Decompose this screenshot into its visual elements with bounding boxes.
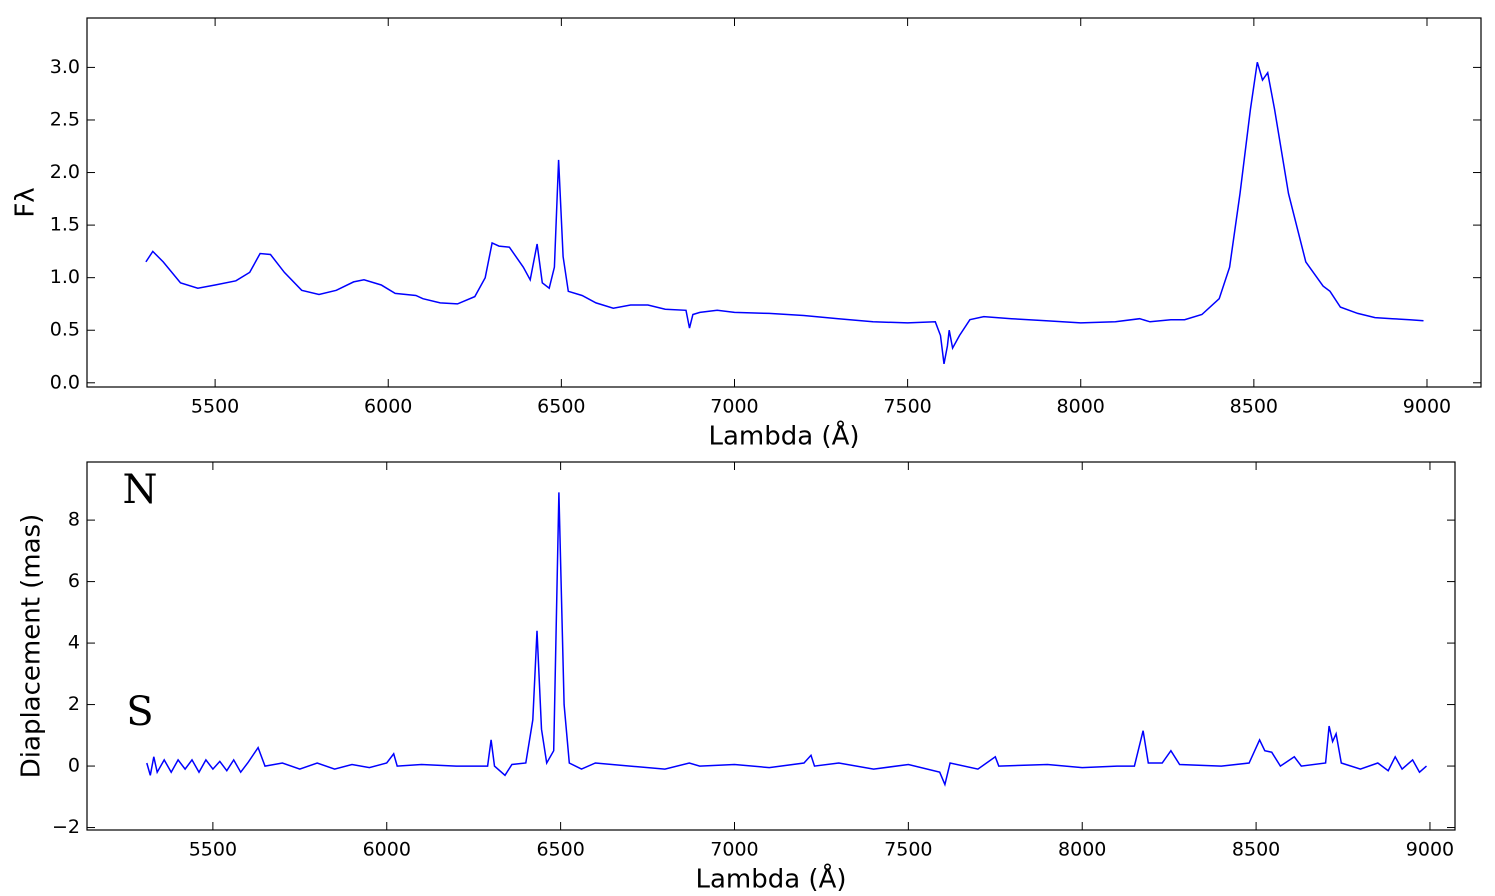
y-axis-label: Fλ (11, 187, 41, 217)
x-axis-label: Lambda (Å) (695, 863, 846, 895)
y-tick-label: 2 (68, 693, 80, 715)
x-tick-label: 8500 (1230, 396, 1278, 418)
x-tick-label: 8000 (1058, 839, 1106, 861)
y-tick-label: 8 (68, 509, 80, 531)
axes-frame (86, 17, 1482, 388)
y-axis-label: Diaplacement (mas) (17, 514, 47, 778)
annotation: N (123, 467, 158, 513)
y-tick-label: 1.0 (50, 266, 80, 288)
x-tick-label: 8000 (1057, 396, 1105, 418)
x-tick-label: 9000 (1403, 396, 1451, 418)
spectrum-line (146, 492, 1427, 787)
x-tick-label: 6000 (363, 839, 411, 861)
x-tick-label: 6000 (364, 396, 412, 418)
y-tick-label: 3.0 (50, 56, 80, 78)
x-tick-label: 8500 (1232, 839, 1280, 861)
spectrum-line (145, 61, 1424, 365)
x-tick-label: 7000 (710, 396, 758, 418)
x-tick-label: 5500 (189, 839, 237, 861)
x-axis-label: Lambda (Å) (708, 420, 859, 452)
x-tick-label: 7500 (883, 396, 931, 418)
x-tick-label: 7500 (884, 839, 932, 861)
annotation: S (126, 689, 153, 735)
y-tick-label: 2.0 (50, 161, 80, 183)
y-tick-label: 2.5 (50, 108, 80, 130)
axes-frame (86, 461, 1456, 831)
x-tick-label: 5500 (191, 396, 239, 418)
y-tick-label: −2 (52, 816, 80, 838)
x-tick-label: 6500 (536, 839, 584, 861)
y-tick-label: 1.5 (50, 214, 80, 236)
y-tick-label: 0.0 (50, 371, 80, 393)
x-tick-label: 9000 (1406, 839, 1454, 861)
y-tick-label: 0 (68, 755, 80, 777)
x-tick-label: 7000 (710, 839, 758, 861)
y-tick-label: 4 (68, 632, 80, 654)
y-tick-label: 0.5 (50, 319, 80, 341)
x-tick-label: 6500 (537, 396, 585, 418)
y-tick-label: 6 (68, 570, 80, 592)
